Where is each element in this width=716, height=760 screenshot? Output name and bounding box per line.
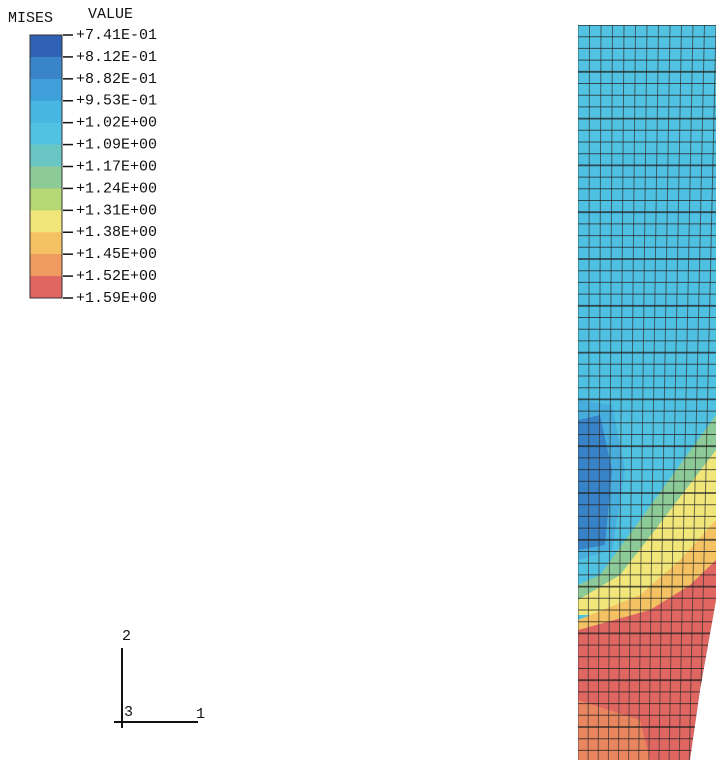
legend-label: +7.41E-01 <box>76 27 157 44</box>
legend-band <box>30 210 62 232</box>
legend-label: +1.24E+00 <box>76 180 157 197</box>
legend-header: VALUE <box>88 6 133 23</box>
legend-band <box>30 188 62 210</box>
legend-label: +1.17E+00 <box>76 158 157 175</box>
legend-band <box>30 276 62 298</box>
legend-band <box>30 167 62 189</box>
legend-band <box>30 79 62 101</box>
legend-label: +1.31E+00 <box>76 202 157 219</box>
legend-band <box>30 145 62 167</box>
triad-label: 2 <box>122 628 131 645</box>
legend-label: +8.12E-01 <box>76 49 157 66</box>
screenshot: MISES VALUE +7.41E-01 +8.12E-01 +8.82E-01 +… <box>0 0 716 760</box>
axis-triad: 2 1 3 <box>114 628 205 728</box>
legend-label: +1.38E+00 <box>76 224 157 241</box>
legend-band <box>30 232 62 254</box>
legend-band <box>30 254 62 276</box>
legend: MISES VALUE +7.41E-01 +8.12E-01 +8.82E-01 +… <box>8 6 157 307</box>
legend-band <box>30 35 62 57</box>
fe-mesh <box>578 25 716 760</box>
legend-label: +1.02E+00 <box>76 115 157 132</box>
legend-label: +1.52E+00 <box>76 268 157 285</box>
triad-label: 1 <box>196 706 205 723</box>
triad-label: 3 <box>124 704 133 721</box>
legend-title: MISES <box>8 10 53 27</box>
legend-label: +1.59E+00 <box>76 290 157 307</box>
region-cyan-lower <box>578 150 716 420</box>
legend-label: +1.09E+00 <box>76 137 157 154</box>
legend-label: +9.53E-01 <box>76 93 157 110</box>
legend-band <box>30 123 62 145</box>
legend-band <box>30 57 62 79</box>
legend-band <box>30 101 62 123</box>
legend-label: +8.82E-01 <box>76 71 157 88</box>
legend-label: +1.45E+00 <box>76 246 157 263</box>
